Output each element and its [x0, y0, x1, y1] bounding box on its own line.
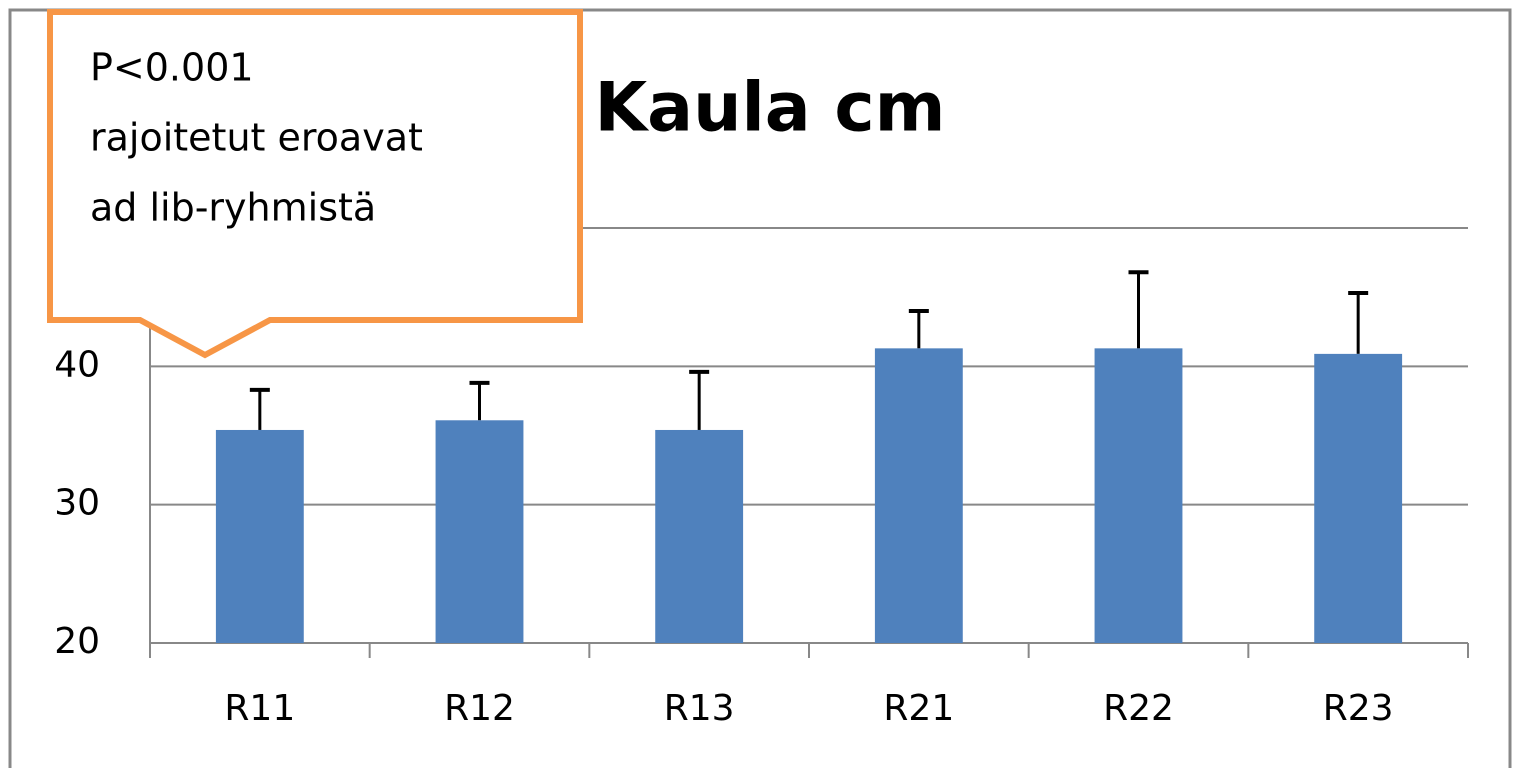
x-tick-label: R13 [664, 688, 735, 729]
callout: P<0.001 rajoitetut eroavat ad lib-ryhmis… [47, 9, 583, 359]
y-tick-label: 40 [54, 344, 100, 385]
x-tick-label: R12 [444, 688, 515, 729]
bar [1094, 348, 1183, 643]
bar [215, 429, 304, 643]
callout-box [47, 9, 583, 359]
chart-title: Kaula cm [594, 69, 945, 148]
callout-text: ad lib-ryhmistä [90, 186, 376, 230]
plot-area: 20304050R11R12R13R21R22R23 [54, 206, 1469, 729]
y-tick-label: 20 [54, 621, 100, 662]
callout-text: rajoitetut eroavat [90, 116, 423, 160]
x-tick-label: R23 [1323, 688, 1394, 729]
bar [435, 420, 524, 643]
bar [874, 348, 963, 643]
x-tick-label: R22 [1103, 688, 1174, 729]
y-tick-label: 30 [54, 483, 100, 524]
bar [1314, 353, 1403, 643]
x-tick-label: R21 [883, 688, 954, 729]
x-tick-label: R11 [224, 688, 295, 729]
bar [655, 429, 744, 643]
callout-text: P<0.001 [90, 46, 254, 90]
